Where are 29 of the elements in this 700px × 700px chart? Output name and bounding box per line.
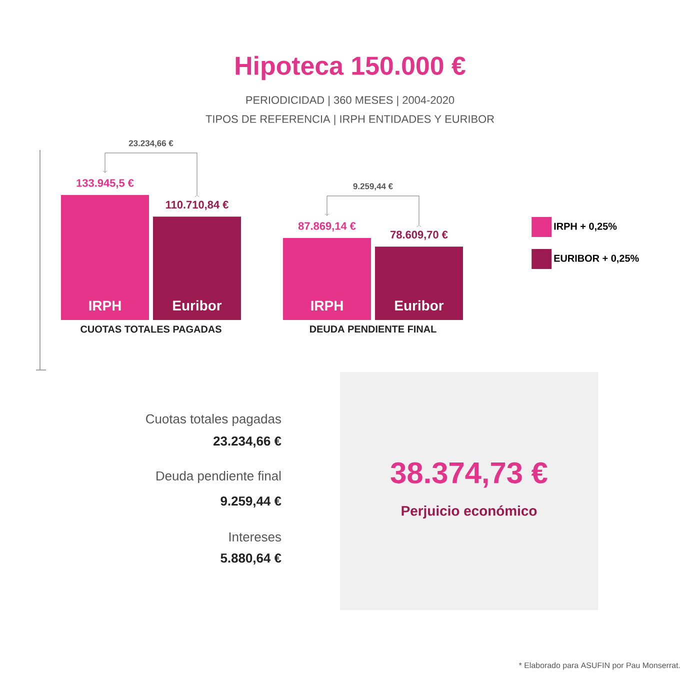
annotation: Euribor bbox=[173, 300, 222, 310]
bar bbox=[283, 238, 372, 320]
annotation: IRPH bbox=[89, 300, 121, 310]
data-label: 87.869,14 € bbox=[298, 222, 356, 232]
x-tick-label: DEUDA PENDIENTE FINAL bbox=[310, 326, 436, 333]
legend-label: EURIBOR + 0,25% bbox=[554, 254, 639, 264]
text: 5.880,64 € bbox=[220, 553, 282, 565]
bar bbox=[153, 216, 242, 320]
annotation: Euribor bbox=[395, 300, 444, 310]
text: 38.374,73 € bbox=[390, 462, 548, 488]
bar bbox=[61, 194, 149, 320]
text: Deuda pendiente final bbox=[156, 470, 281, 484]
text: TIPOS DE REFERENCIA | IRPH ENTIDADES Y EURIBOR bbox=[206, 114, 494, 126]
annotation: IRPH bbox=[311, 300, 343, 310]
data-label: 78.609,70 € bbox=[390, 230, 448, 240]
text: 9.259,44 € bbox=[220, 496, 282, 508]
data-label: 133.945,5 € bbox=[76, 179, 134, 188]
data-label: 110.710,84 € bbox=[166, 200, 228, 210]
annotation: 9.259,44 € bbox=[353, 183, 393, 190]
text: 23.234,66 € bbox=[128, 140, 174, 148]
text: Cuotas totales pagadas bbox=[146, 414, 281, 426]
chart-title: Hipoteca 150.000 € bbox=[236, 56, 466, 80]
chart-subtitle: PERIODICIDAD | 360 MESES | 2004-2020 bbox=[246, 96, 454, 106]
legend-label: IRPH + 0,25% bbox=[554, 222, 617, 232]
text: Intereses bbox=[229, 532, 282, 542]
text: 23.234,66 € bbox=[214, 436, 282, 448]
x-tick-label: CUOTAS TOTALES PAGADAS bbox=[80, 326, 222, 333]
text: Perjuicio económico bbox=[402, 505, 537, 519]
bar bbox=[375, 246, 464, 320]
